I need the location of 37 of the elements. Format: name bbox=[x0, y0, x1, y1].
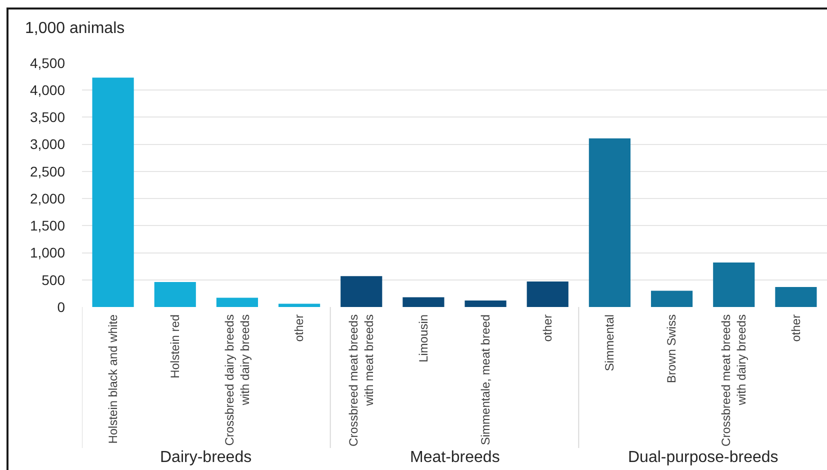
bar bbox=[650, 290, 693, 307]
bar bbox=[464, 300, 506, 307]
text: Meat-breeds bbox=[410, 449, 500, 466]
y-tick-label: 500 bbox=[42, 272, 66, 288]
x-tick-label: Simmental bbox=[602, 314, 617, 372]
bar bbox=[216, 298, 258, 307]
y-tick-label: 1,000 bbox=[30, 244, 66, 261]
x-tick-label: Holstein black and white bbox=[106, 314, 120, 444]
x-tick-label: Limousin bbox=[416, 314, 430, 362]
y-axis-title: 1,000 animals bbox=[25, 20, 125, 37]
y-tick-label: 4,500 bbox=[30, 54, 66, 71]
x-tick-label: Brown Swiss bbox=[664, 314, 679, 384]
y-tick-label: 2,000 bbox=[30, 190, 66, 206]
y-tick-label: 3,500 bbox=[30, 109, 66, 126]
text: Dual-purpose-breeds bbox=[628, 449, 778, 466]
x-tick-label: other bbox=[292, 314, 306, 342]
x-tick-label: Simmentale, meat breed bbox=[478, 314, 492, 446]
y-tick-label: 1,500 bbox=[30, 218, 66, 234]
x-tick-label: Holstein red bbox=[168, 314, 182, 378]
y-tick-label: 4,000 bbox=[30, 82, 66, 98]
bar bbox=[340, 276, 382, 307]
x-tick-label: Crossbreed dairy breeds with dairy breeds bbox=[222, 314, 252, 446]
x-tick-label: Crossbreed meat breeds with dairy breeds bbox=[718, 314, 749, 446]
bar bbox=[92, 78, 134, 307]
bar bbox=[775, 286, 817, 307]
y-tick-label: 3,000 bbox=[30, 136, 66, 152]
bar bbox=[154, 282, 196, 307]
x-tick-label: other bbox=[540, 314, 555, 342]
x-tick-label: other bbox=[788, 314, 803, 342]
text: Dairy-breeds bbox=[160, 449, 252, 466]
bar bbox=[278, 304, 320, 307]
bar bbox=[402, 297, 444, 307]
bar bbox=[588, 138, 631, 307]
y-tick-label: 0 bbox=[57, 298, 66, 315]
bar bbox=[713, 262, 755, 307]
y-tick-label: 2,500 bbox=[30, 163, 66, 180]
bar bbox=[526, 282, 568, 307]
